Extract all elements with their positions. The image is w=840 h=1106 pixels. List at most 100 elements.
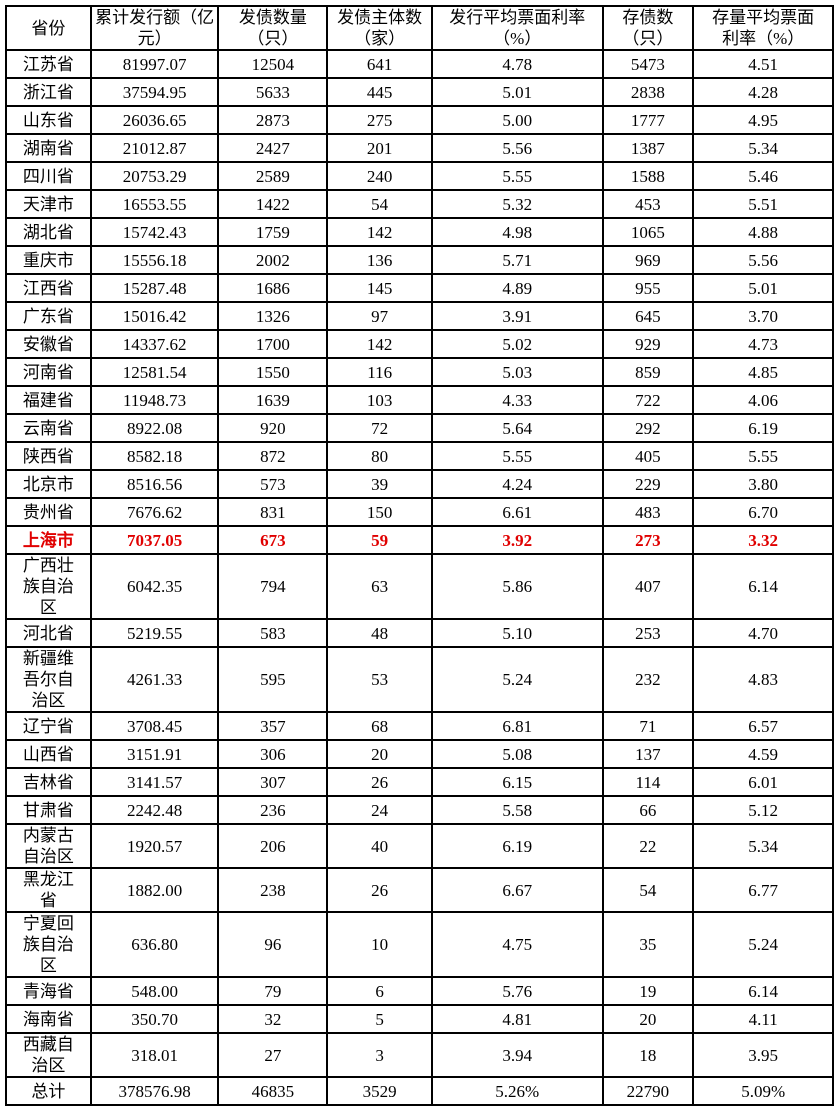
cell-avg-outstanding-coupon: 6.14 [692,553,834,620]
cell-value: 22790 [626,1081,670,1101]
cell-cumulative-issuance: 548.00 [89,976,220,1006]
cell-value: 7676.62 [126,502,183,522]
cell-bond-count: 1550 [217,357,329,387]
cell-value: 253 [635,623,661,643]
cell-avg-outstanding-coupon: 4.11 [692,1004,834,1034]
header-avg-outstanding-coupon: 存量平均票面利率（%） [692,5,834,51]
cell-value: 2838 [630,82,665,102]
cell-bond-count: 206 [217,823,329,869]
cell-value: 583 [260,623,286,643]
cell-outstanding-count: 232 [601,646,695,713]
cell-cumulative-issuance: 3141.57 [89,767,220,797]
cell-province: 福建省 [5,385,92,415]
cell-value: 6.14 [748,981,779,1001]
cell-value: 236 [260,800,286,820]
cell-avg-issue-coupon: 5.26% [431,1076,604,1106]
cell-value: 6.61 [502,502,533,522]
table-row: 河南省 12581.54 1550 116 5.03 859 4.85 [5,357,834,387]
cell-issuer-count: 54 [326,189,434,219]
cell-value: 232 [635,670,661,689]
cell-avg-outstanding-coupon: 3.32 [692,525,834,555]
cell-value: 3.95 [748,1045,779,1065]
cell-bond-count: 306 [217,739,329,769]
cell-value: 6.19 [748,418,779,438]
province-name: 黑龙江省 [22,870,74,910]
header-province: 省份 [5,5,92,51]
cell-bond-count: 1422 [217,189,329,219]
cell-outstanding-count: 483 [601,497,695,527]
table-row: 云南省 8922.08 920 72 5.64 292 6.19 [5,413,834,443]
cell-value: 3529 [362,1081,397,1101]
cell-province: 安徽省 [5,329,92,359]
province-name: 江苏省 [22,54,74,74]
cell-value: 4.24 [502,474,533,494]
cell-value: 3708.45 [126,716,183,736]
table-row: 甘肃省 2242.48 236 24 5.58 66 5.12 [5,795,834,825]
cell-value: 831 [260,502,286,522]
cell-value: 96 [264,935,282,954]
cell-cumulative-issuance: 7676.62 [89,497,220,527]
cell-bond-count: 1639 [217,385,329,415]
cell-bond-count: 920 [217,413,329,443]
cell-value: 3.70 [748,306,779,326]
cell-value: 5.76 [502,981,533,1001]
cell-issuer-count: 275 [326,105,434,135]
cell-value: 81997.07 [122,54,187,74]
cell-value: 35 [639,935,657,954]
header-cumulative-issuance: 累计发行额（亿元） [89,5,220,51]
cell-province: 新疆维吾尔自治区 [5,646,92,713]
cell-outstanding-count: 54 [601,867,695,913]
cell-value: 63 [371,577,389,596]
cell-bond-count: 27 [217,1032,329,1078]
cell-value: 5.64 [502,418,533,438]
cell-value: 5.08 [502,744,533,764]
cell-value: 4.75 [502,935,533,954]
table-row: 青海省 548.00 79 6 5.76 19 6.14 [5,976,834,1006]
cell-value: 318.01 [131,1045,178,1065]
province-name: 山东省 [22,110,74,130]
cell-value: 859 [635,362,661,382]
cell-avg-outstanding-coupon: 3.95 [692,1032,834,1078]
cell-value: 5.01 [748,278,779,298]
cell-value: 1588 [630,166,665,186]
cell-value: 1920.57 [126,836,183,856]
cell-avg-outstanding-coupon: 4.83 [692,646,834,713]
cell-value: 4.59 [748,744,779,764]
cell-avg-issue-coupon: 5.76 [431,976,604,1006]
cell-value: 378576.98 [118,1081,191,1101]
cell-avg-outstanding-coupon: 3.70 [692,301,834,331]
cell-value: 5633 [255,82,290,102]
cell-avg-issue-coupon: 5.56 [431,133,604,163]
cell-value: 3141.57 [126,772,183,792]
cell-outstanding-count: 859 [601,357,695,387]
province-name: 安徽省 [22,334,74,354]
cell-value: 72 [371,418,389,438]
cell-issuer-count: 142 [326,217,434,247]
cell-value: 5.24 [748,935,779,954]
cell-value: 5.09% [741,1081,786,1101]
cell-value: 4.88 [748,222,779,242]
cell-issuer-count: 68 [326,711,434,741]
cell-value: 206 [260,836,286,856]
cell-bond-count: 96 [217,911,329,978]
cell-province: 河北省 [5,618,92,648]
cell-value: 18 [639,1045,657,1065]
cell-value: 5.03 [502,362,533,382]
cell-avg-outstanding-coupon: 5.51 [692,189,834,219]
cell-cumulative-issuance: 37594.95 [89,77,220,107]
cell-avg-outstanding-coupon: 6.14 [692,976,834,1006]
cell-value: 4261.33 [126,670,183,689]
cell-value: 4.81 [502,1009,533,1029]
cell-avg-outstanding-coupon: 6.57 [692,711,834,741]
province-name: 海南省 [22,1009,74,1029]
cell-avg-issue-coupon: 5.10 [431,618,604,648]
cell-province: 江苏省 [5,49,92,79]
cell-bond-count: 573 [217,469,329,499]
cell-value: 5.34 [748,836,779,856]
table-row: 广东省 15016.42 1326 97 3.91 645 3.70 [5,301,834,331]
cell-avg-outstanding-coupon: 4.95 [692,105,834,135]
cell-province: 湖北省 [5,217,92,247]
cell-bond-count: 595 [217,646,329,713]
cell-issuer-count: 641 [326,49,434,79]
cell-value: 4.78 [502,54,533,74]
